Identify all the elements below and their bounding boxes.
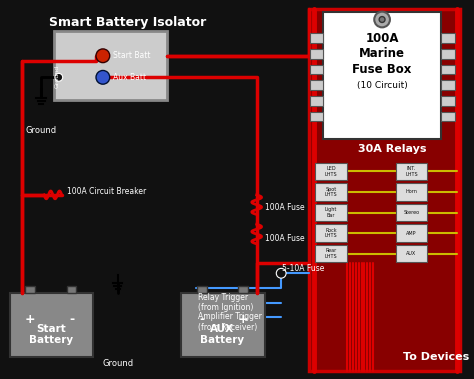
Bar <box>310 96 323 106</box>
Text: Marine: Marine <box>359 47 405 60</box>
Bar <box>396 224 427 242</box>
Text: Rear
LHTS: Rear LHTS <box>325 248 337 259</box>
Bar <box>441 96 455 106</box>
Circle shape <box>374 12 390 27</box>
Text: Spot
LHTS: Spot LHTS <box>325 186 337 197</box>
Bar <box>54 31 166 100</box>
Bar <box>238 286 248 293</box>
Text: 100A Circuit Breaker: 100A Circuit Breaker <box>67 188 146 196</box>
Text: Ground: Ground <box>26 126 57 135</box>
Text: 100A Fuse: 100A Fuse <box>264 203 304 212</box>
Bar <box>310 80 323 90</box>
Bar <box>67 286 76 293</box>
Bar <box>316 204 347 221</box>
Text: INT.
LHTS: INT. LHTS <box>405 166 418 177</box>
Text: LED
LHTS: LED LHTS <box>325 166 337 177</box>
Text: Relay Trigger
(from Ignition): Relay Trigger (from Ignition) <box>198 293 253 312</box>
Text: 5-10A Fuse: 5-10A Fuse <box>282 264 325 273</box>
Bar <box>396 183 427 201</box>
Bar <box>441 64 455 74</box>
Bar <box>396 163 427 180</box>
Bar <box>309 9 460 371</box>
Bar <box>441 33 455 43</box>
Text: Horn: Horn <box>406 190 418 194</box>
Text: To Devices: To Devices <box>403 352 469 362</box>
Bar <box>441 111 455 121</box>
Bar <box>396 204 427 221</box>
Text: Fuse Box: Fuse Box <box>352 63 412 76</box>
Text: +: + <box>237 313 248 326</box>
Text: Smart Battery Isolator: Smart Battery Isolator <box>49 16 206 28</box>
Text: -: - <box>69 313 74 326</box>
Bar <box>441 49 455 59</box>
Text: 100A: 100A <box>365 31 399 45</box>
Bar <box>310 49 323 59</box>
Bar <box>323 12 441 139</box>
Bar <box>316 245 347 263</box>
Bar <box>396 245 427 263</box>
Circle shape <box>55 74 63 81</box>
Text: Start: Start <box>36 324 66 334</box>
Text: Battery: Battery <box>201 335 245 345</box>
Text: AUX: AUX <box>210 324 235 334</box>
Text: Aux Batt: Aux Batt <box>113 73 146 82</box>
Circle shape <box>276 268 286 278</box>
Bar <box>10 293 93 357</box>
Text: (10 Circuit): (10 Circuit) <box>357 81 408 90</box>
Text: Battery: Battery <box>29 335 73 345</box>
Circle shape <box>379 17 385 22</box>
Text: +: + <box>25 313 36 326</box>
Text: 30A Relays: 30A Relays <box>358 144 426 154</box>
Bar <box>316 183 347 201</box>
Text: AMP: AMP <box>406 230 417 236</box>
Text: Rock
LHTS: Rock LHTS <box>325 228 337 238</box>
Bar <box>197 286 207 293</box>
Bar <box>441 80 455 90</box>
Text: Amplifier Trigger
(from Receiver): Amplifier Trigger (from Receiver) <box>198 312 262 332</box>
Bar <box>26 286 35 293</box>
Text: AUX: AUX <box>406 251 417 256</box>
Bar <box>310 111 323 121</box>
Text: Light
Bar: Light Bar <box>325 207 337 218</box>
Circle shape <box>96 49 109 63</box>
Text: Stereo: Stereo <box>403 210 419 215</box>
Bar <box>316 163 347 180</box>
Circle shape <box>96 70 109 84</box>
Bar <box>316 224 347 242</box>
Bar <box>310 33 323 43</box>
Text: 100A Fuse: 100A Fuse <box>264 235 304 243</box>
Bar <box>310 64 323 74</box>
Text: Start Batt: Start Batt <box>113 51 150 60</box>
Text: -: - <box>199 313 204 326</box>
Text: Ground: Ground <box>55 64 59 88</box>
Bar <box>181 293 264 357</box>
Text: Ground: Ground <box>102 359 133 368</box>
